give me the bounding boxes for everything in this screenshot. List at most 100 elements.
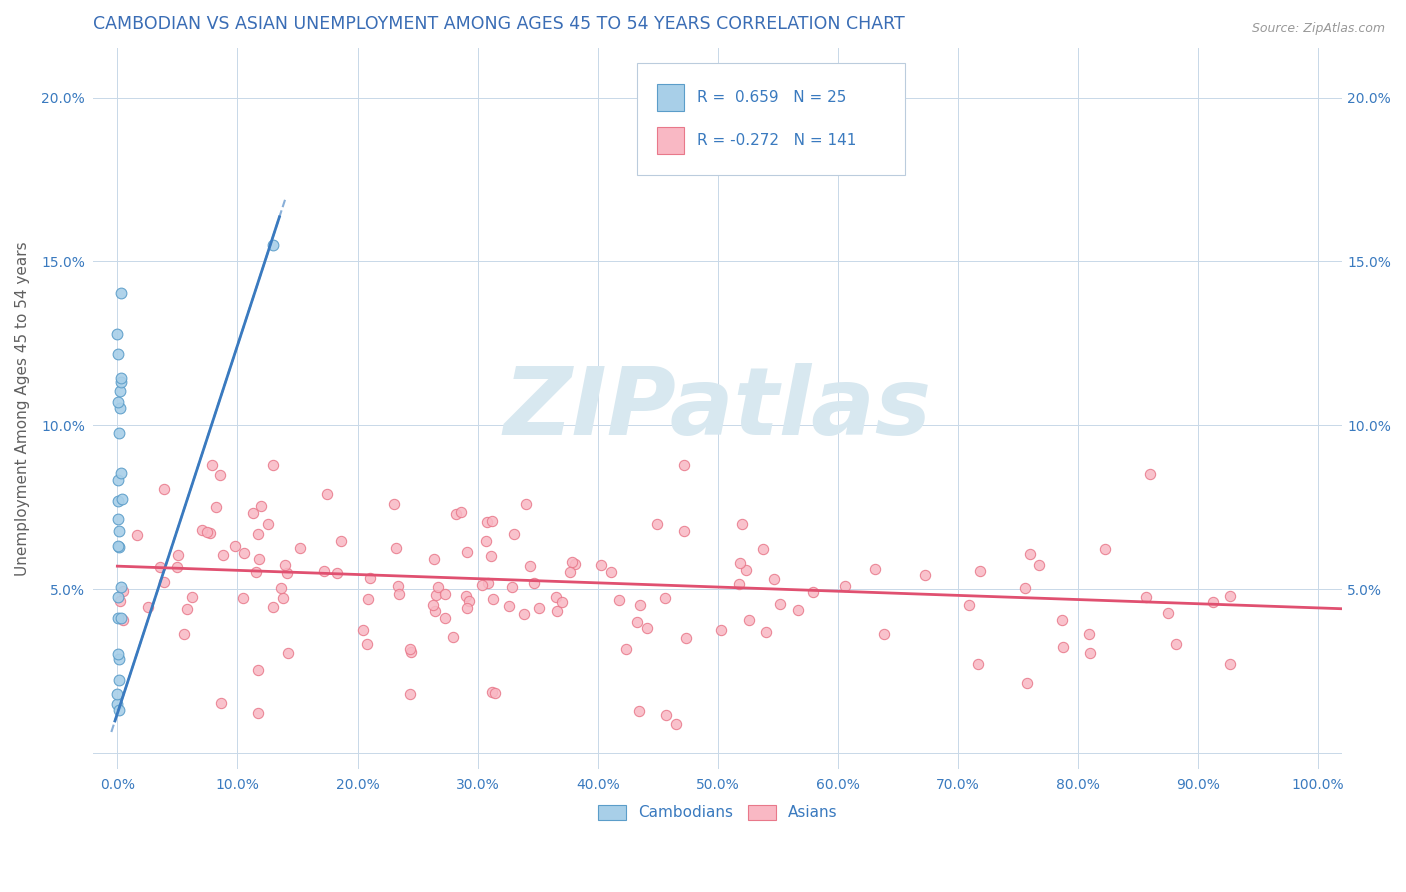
Point — [208, 468, 231, 483]
Point — [201, 458, 224, 472]
Point — [515, 497, 537, 511]
Point — [352, 623, 374, 637]
Point — [433, 611, 456, 625]
Point — [456, 544, 478, 558]
Point — [312, 564, 335, 578]
Point — [1219, 657, 1241, 671]
Point — [173, 627, 195, 641]
Point — [626, 615, 648, 629]
Point — [450, 504, 472, 518]
Point — [388, 587, 411, 601]
Point — [475, 515, 498, 529]
Point — [754, 624, 776, 639]
Point — [107, 425, 129, 440]
Point — [523, 576, 546, 591]
Point — [456, 601, 478, 615]
Point — [250, 500, 273, 514]
Point — [498, 599, 520, 614]
Point — [1219, 589, 1241, 603]
Point — [1078, 627, 1101, 641]
Point — [111, 613, 134, 627]
Point — [107, 511, 129, 525]
Point — [454, 589, 477, 603]
Point — [136, 600, 159, 615]
Point — [110, 580, 132, 594]
Point — [527, 600, 550, 615]
Point — [153, 482, 176, 496]
Point — [191, 523, 214, 537]
Point — [107, 539, 129, 553]
Point — [105, 687, 128, 701]
Point — [110, 467, 132, 481]
Point — [564, 558, 586, 572]
Point — [205, 500, 228, 515]
Point — [246, 527, 269, 541]
Point — [863, 561, 886, 575]
Point — [727, 577, 749, 591]
Point — [425, 588, 447, 602]
Point — [561, 555, 583, 569]
Point — [427, 580, 450, 594]
Point — [519, 559, 541, 574]
Point — [149, 560, 172, 574]
Point — [710, 624, 733, 638]
FancyBboxPatch shape — [637, 62, 905, 175]
Point — [735, 563, 758, 577]
Point — [477, 576, 499, 591]
Point — [325, 566, 347, 580]
Point — [589, 558, 612, 573]
Point — [107, 326, 129, 341]
Point — [112, 583, 135, 598]
Point — [110, 286, 132, 301]
Point — [247, 663, 270, 677]
Point — [803, 585, 825, 599]
Point — [1157, 607, 1180, 621]
Point — [387, 579, 409, 593]
Point — [512, 607, 534, 621]
Point — [475, 533, 498, 548]
Point — [479, 549, 502, 563]
Point — [242, 507, 264, 521]
Point — [212, 548, 235, 562]
Point — [481, 592, 503, 607]
Point — [1019, 547, 1042, 561]
Point — [769, 597, 792, 611]
Point — [127, 527, 149, 541]
Point — [107, 473, 129, 487]
Point — [262, 238, 284, 252]
Point — [441, 630, 464, 644]
Point — [647, 517, 669, 532]
Text: R = -0.272   N = 141: R = -0.272 N = 141 — [696, 133, 856, 148]
Point — [200, 526, 222, 541]
Point — [1139, 467, 1161, 482]
Point — [636, 621, 658, 635]
Point — [276, 566, 298, 581]
Point — [107, 493, 129, 508]
Point — [834, 579, 856, 593]
Point — [655, 707, 678, 722]
Legend: Cambodians, Asians: Cambodians, Asians — [592, 799, 844, 827]
Point — [628, 598, 651, 612]
Point — [166, 559, 188, 574]
Point — [503, 527, 526, 541]
Point — [675, 631, 697, 645]
Point — [107, 591, 129, 605]
Point — [356, 637, 378, 651]
Point — [359, 571, 381, 585]
Point — [107, 347, 129, 361]
Point — [544, 590, 567, 604]
Point — [329, 534, 352, 549]
Point — [654, 591, 676, 606]
Point — [1078, 646, 1101, 660]
Point — [914, 568, 936, 582]
Point — [673, 524, 696, 538]
Point — [558, 565, 581, 579]
Y-axis label: Unemployment Among Ages 45 to 54 years: Unemployment Among Ages 45 to 54 years — [15, 242, 30, 576]
Point — [673, 458, 696, 472]
Point — [107, 673, 129, 687]
Point — [501, 580, 523, 594]
Point — [153, 574, 176, 589]
Point — [257, 517, 280, 532]
FancyBboxPatch shape — [657, 84, 685, 112]
Point — [110, 375, 132, 389]
